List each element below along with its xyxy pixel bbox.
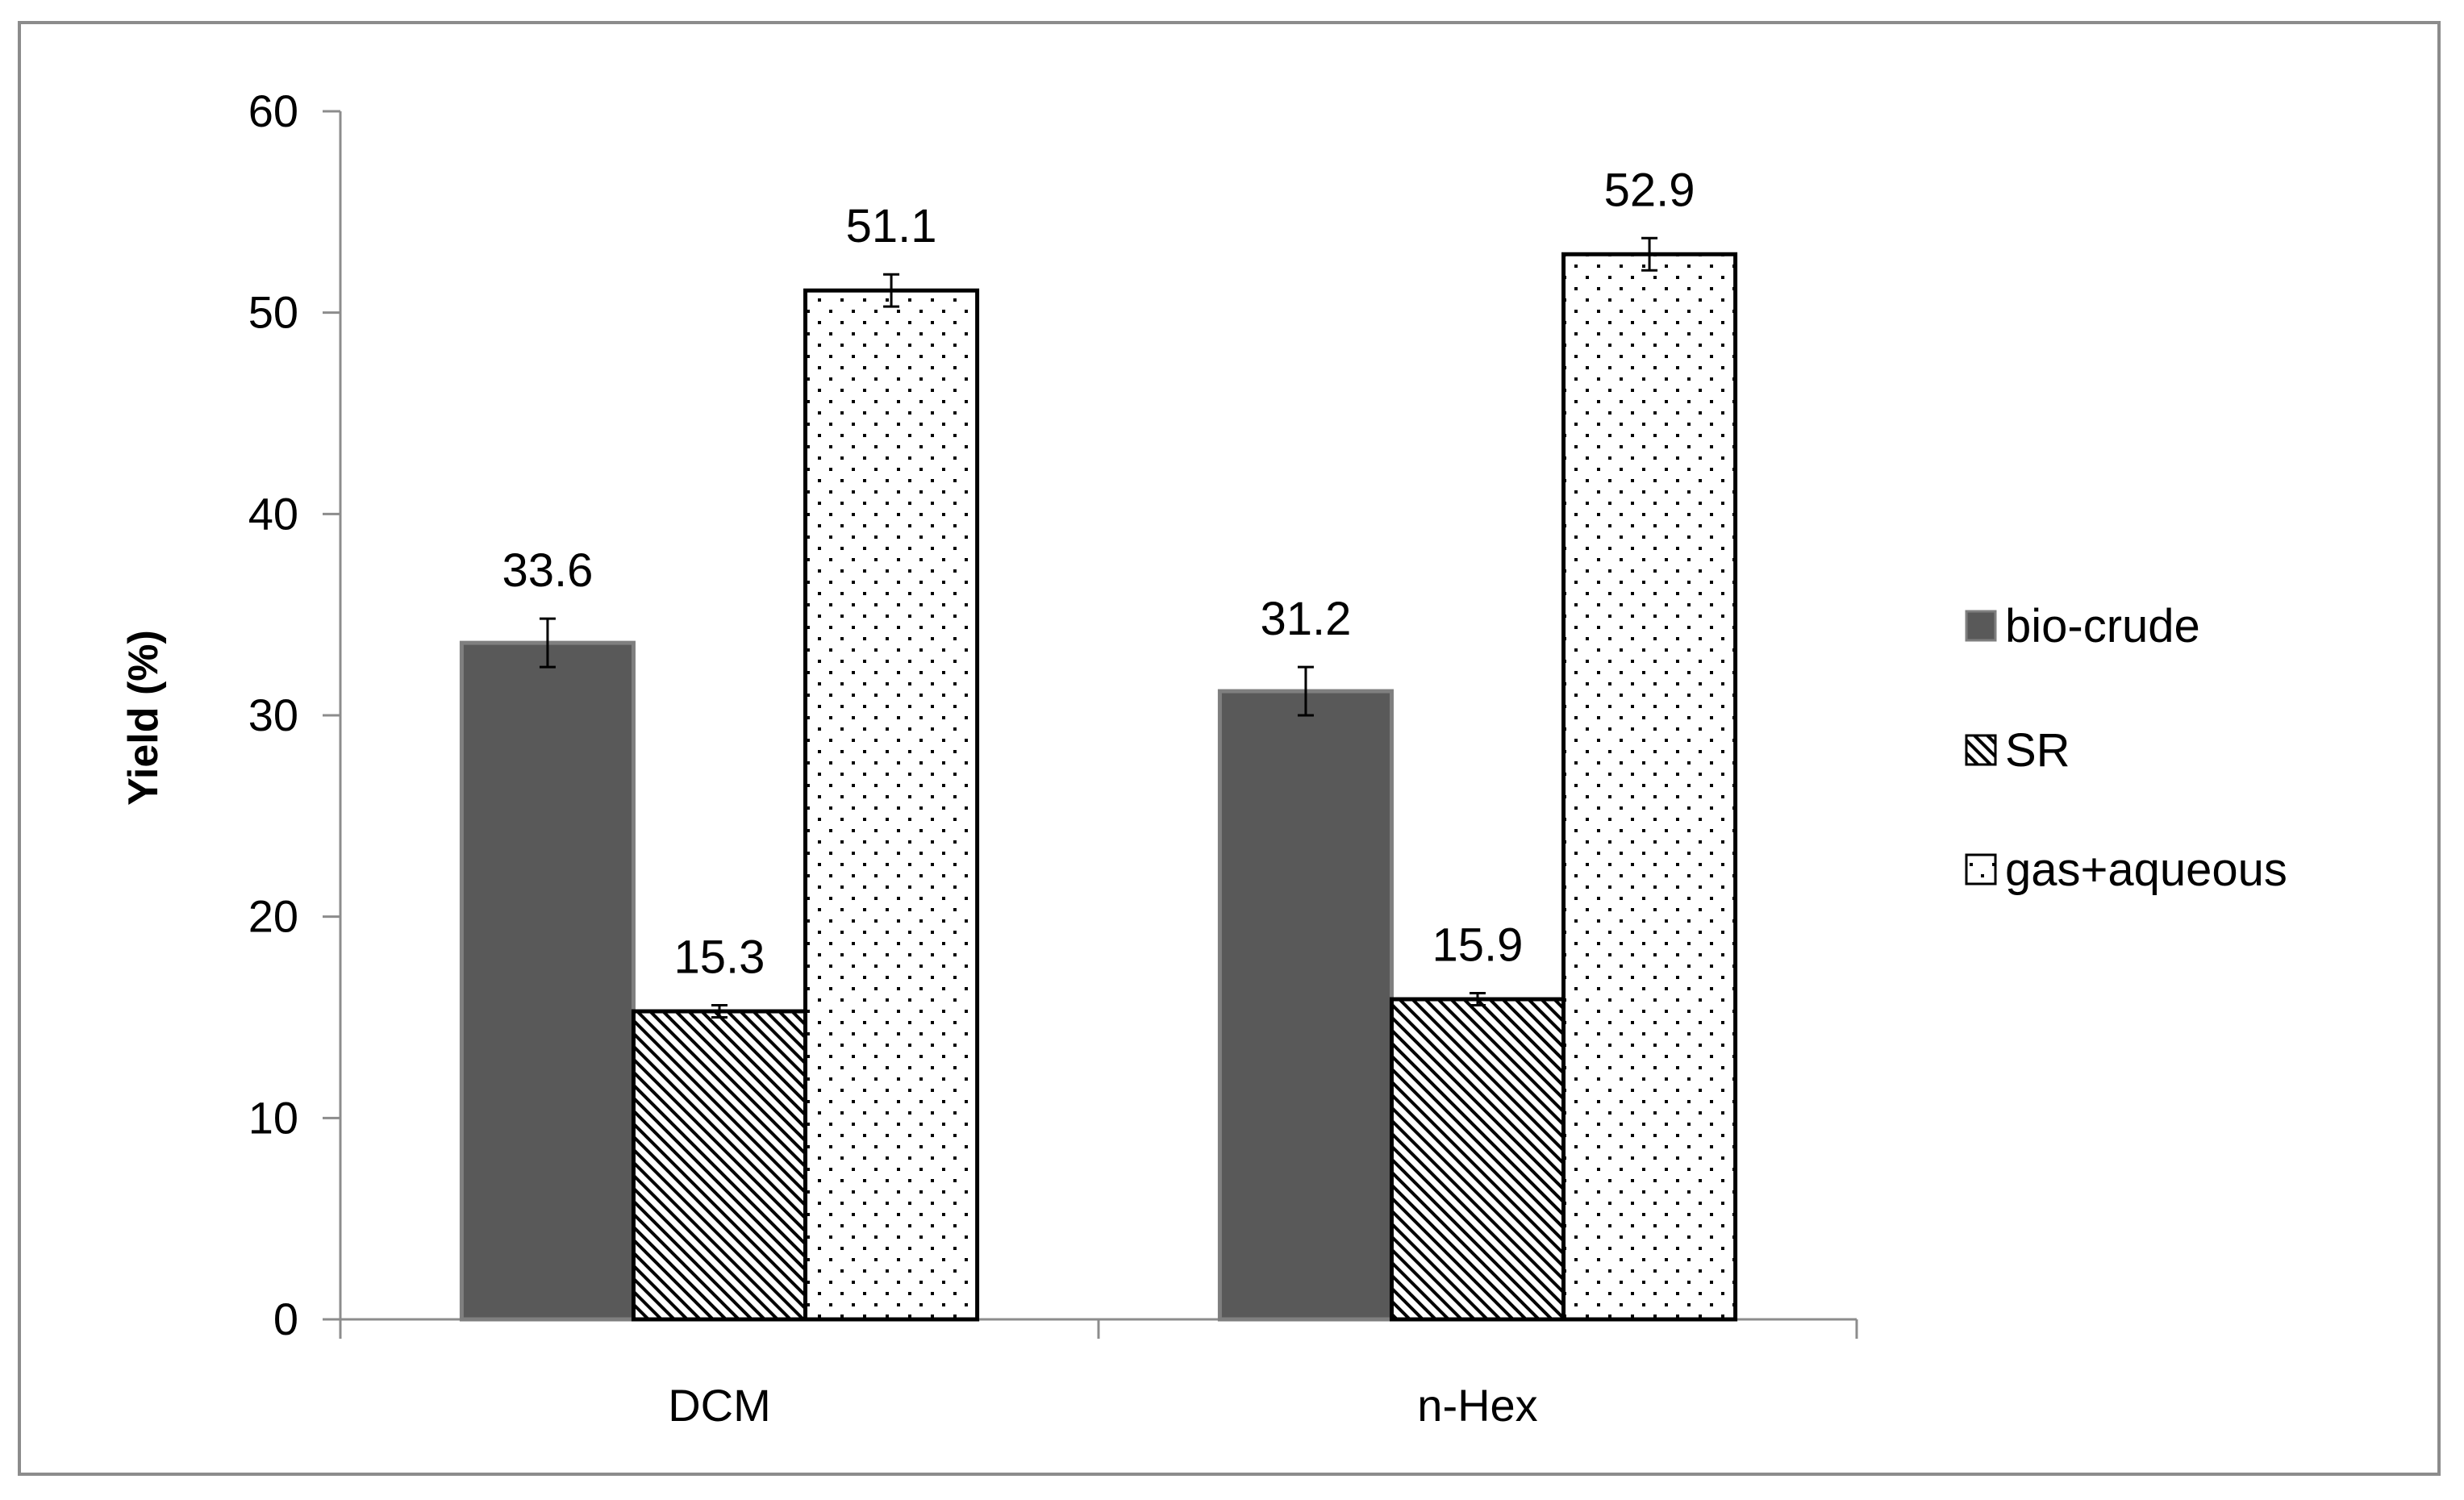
legend: bio-crude SR gas+aqueous	[1965, 600, 2287, 896]
bar-gas-aqueous-n-hex	[1561, 252, 1738, 1322]
legend-swatch-bio-crude	[1965, 610, 1997, 642]
bar-gas-aqueous-dcm	[803, 288, 980, 1322]
y-axis-title: Yield (%)	[120, 630, 167, 806]
y-tick-label: 60	[248, 85, 298, 136]
legend-label-sr: SR	[2005, 724, 2070, 777]
data-label-sr-n-hex: 15.9	[1432, 919, 1524, 972]
x-tick-label-n-hex: n-Hex	[1417, 1380, 1537, 1431]
data-label-bio-crude-dcm: 33.6	[502, 544, 593, 597]
y-tick-label: 10	[248, 1092, 298, 1143]
y-tick-label: 0	[273, 1294, 298, 1344]
bar-bio-crude-dcm	[459, 640, 636, 1322]
data-label-gas-aqueous-n-hex: 52.9	[1604, 164, 1695, 216]
bar-sr-dcm	[631, 1009, 808, 1322]
y-tick-label: 30	[248, 690, 298, 740]
y-tick-label: 20	[248, 891, 298, 942]
y-tick-label: 50	[248, 287, 298, 338]
y-tick-label: 40	[248, 488, 298, 539]
bars	[459, 236, 1738, 1322]
legend-label-gas-aqueous: gas+aqueous	[2005, 844, 2287, 896]
data-label-gas-aqueous-dcm: 51.1	[846, 200, 937, 252]
x-tick-label-dcm: DCM	[668, 1380, 771, 1431]
legend-swatch-gas-aqueous	[1965, 853, 1997, 885]
bar-bio-crude-n-hex	[1217, 689, 1394, 1322]
data-label-bio-crude-n-hex: 31.2	[1260, 593, 1351, 645]
data-label-sr-dcm: 15.3	[674, 931, 765, 984]
legend-swatch-sr	[1965, 734, 1997, 766]
bar-sr-n-hex	[1389, 997, 1566, 1322]
legend-label-bio-crude: bio-crude	[2005, 600, 2200, 652]
data-labels: 33.6 15.3 51.1 31.2 15.9 52.9	[502, 164, 1695, 983]
